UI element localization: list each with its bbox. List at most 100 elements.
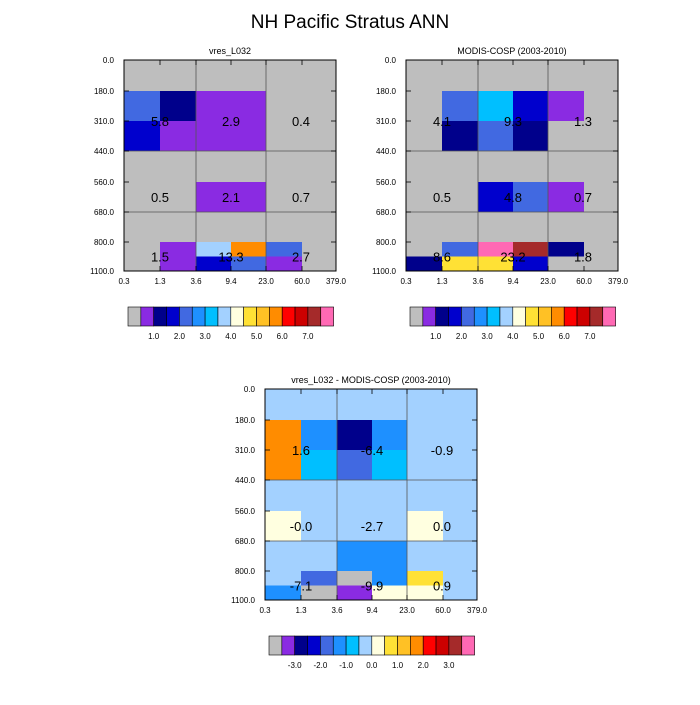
y-tick-label: 180.0 — [235, 416, 256, 425]
group-value-label: 1.5 — [151, 250, 169, 265]
heatmap-cell — [160, 60, 197, 92]
heatmap-cell — [231, 121, 267, 152]
y-tick-label: 310.0 — [94, 117, 115, 126]
heatmap-cell — [196, 182, 232, 213]
colorbar-label: 4.0 — [507, 332, 519, 341]
colorbar-swatch — [538, 306, 552, 327]
colorbar-label: 5.0 — [533, 332, 545, 341]
heatmap-cell — [337, 585, 373, 601]
colorbar-label: 1.0 — [430, 332, 442, 341]
group-value-label: 2.9 — [222, 114, 240, 129]
y-tick-label: 1100.0 — [372, 267, 396, 276]
colorbar-swatch — [269, 306, 283, 327]
panel-title: vres_L032 — [209, 46, 251, 56]
heatmap-cell — [584, 256, 619, 272]
colorbar-swatch — [448, 306, 462, 327]
x-tick-label: 23.0 — [540, 277, 556, 286]
colorbar-label: 2.0 — [174, 332, 186, 341]
colorbar-label: 1.0 — [148, 332, 160, 341]
y-tick-label: 0.0 — [103, 56, 115, 65]
heatmap-cell — [513, 182, 549, 213]
heatmap-cell — [443, 585, 478, 601]
group-value-label: 1.6 — [292, 443, 310, 458]
heatmap-cell — [478, 182, 514, 213]
colorbar-swatch — [217, 306, 232, 327]
colorbar-swatch — [486, 306, 501, 327]
heatmap-cell — [407, 541, 444, 572]
heatmap-cell — [196, 212, 232, 243]
group-value-label: 0.9 — [433, 579, 451, 594]
colorbar-label: 3.0 — [443, 661, 455, 670]
x-tick-label: 3.6 — [472, 277, 484, 286]
heatmap-cell — [301, 450, 338, 481]
heatmap-cell — [301, 541, 338, 572]
colorbar-label: -3.0 — [288, 661, 302, 670]
heatmap-cell — [302, 242, 337, 257]
colorbar-swatch — [422, 635, 437, 656]
colorbar-swatch — [435, 635, 450, 656]
y-tick-label: 180.0 — [94, 87, 115, 96]
heatmap-cell — [372, 450, 408, 481]
plot-frame — [264, 388, 478, 601]
heatmap-cell — [124, 212, 161, 243]
plot-frame — [405, 59, 619, 272]
x-tick-label: 3.6 — [190, 277, 202, 286]
figure-title: NH Pacific Stratus ANN — [250, 12, 450, 33]
x-tick-label: 9.4 — [225, 277, 237, 286]
plot-frame — [123, 59, 337, 272]
heatmap-cell — [302, 256, 337, 272]
colorbar-swatch — [281, 306, 296, 327]
colorbar-swatch — [204, 306, 219, 327]
heatmap-cell — [160, 182, 197, 213]
group-value-label: 8.6 — [433, 250, 451, 265]
heatmap-cell — [266, 91, 303, 122]
heatmap-cell — [584, 212, 619, 243]
heatmap-cell — [406, 212, 443, 243]
heatmap-cell — [160, 242, 197, 257]
heatmap-cell — [513, 60, 549, 92]
group-value-label: 0.4 — [292, 114, 310, 129]
colorbar-swatch — [179, 306, 193, 327]
heatmap-cell — [231, 182, 267, 213]
heatmap-cell — [301, 511, 338, 542]
y-tick-label: 560.0 — [376, 178, 397, 187]
heatmap-cell — [302, 121, 337, 152]
colorbar-swatch — [525, 306, 539, 327]
heatmap-cell — [372, 585, 408, 601]
colorbar-swatch — [422, 306, 437, 327]
heatmap-cell — [231, 242, 267, 257]
x-tick-label: 0.3 — [259, 606, 271, 615]
group-value-label: -7.1 — [290, 579, 312, 594]
colorbar-label: 0.0 — [366, 661, 378, 670]
colorbar-swatch — [140, 306, 155, 327]
heatmap-cell — [478, 60, 514, 92]
x-tick-label: 0.3 — [118, 277, 130, 286]
heatmap-cell — [265, 585, 302, 601]
heatmap-cell — [442, 60, 479, 92]
x-tick-label: 60.0 — [294, 277, 310, 286]
heatmap-cell — [442, 121, 479, 152]
heatmap-cell — [124, 60, 161, 92]
group-value-label: 0.7 — [574, 190, 592, 205]
colorbar-swatch — [345, 635, 360, 656]
heatmap-cell — [265, 389, 302, 421]
heatmap-cell — [301, 480, 338, 512]
group-value-label: 4.8 — [504, 190, 522, 205]
colorbar-label: 1.0 — [392, 661, 404, 670]
colorbar-swatch — [512, 306, 526, 327]
heatmap-cell — [442, 151, 479, 183]
heatmap-cell — [301, 389, 338, 421]
x-tick-label: 60.0 — [576, 277, 592, 286]
colorbar-label: 3.0 — [200, 332, 212, 341]
heatmap-cell — [265, 571, 302, 586]
heatmap-cell — [337, 541, 373, 572]
colorbar-swatch — [127, 306, 142, 327]
colorbar-label: 6.0 — [559, 332, 571, 341]
x-tick-label: 1.3 — [295, 606, 307, 615]
group-value-label: 1.3 — [574, 114, 592, 129]
x-tick-label: 379.0 — [608, 277, 629, 286]
heatmap-cell — [548, 60, 585, 92]
heatmap-cell — [231, 256, 267, 272]
heatmap-cell — [584, 121, 619, 152]
heatmap-cell — [513, 91, 549, 122]
